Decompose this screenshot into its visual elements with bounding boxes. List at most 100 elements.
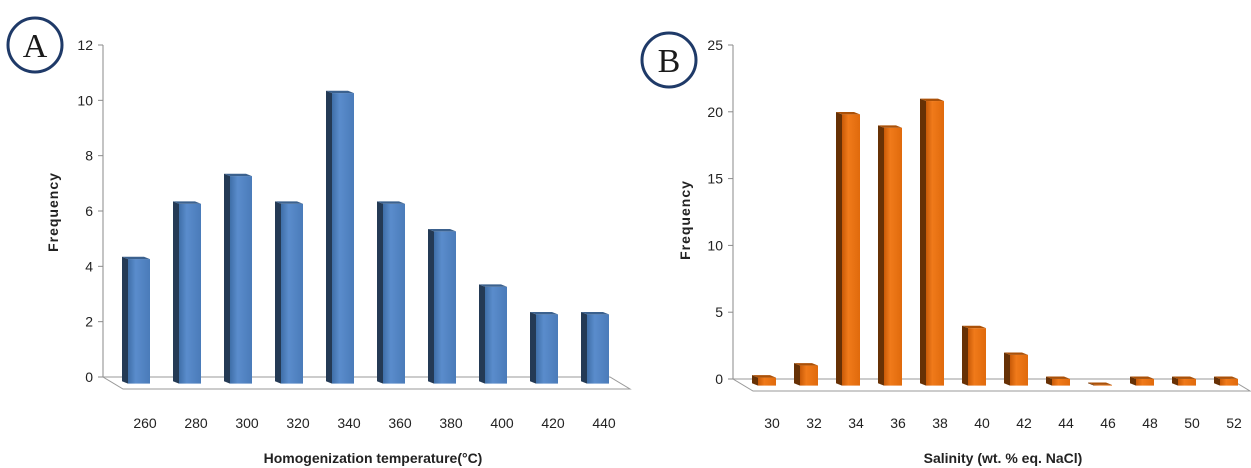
- panel-a-badge: A: [6, 16, 64, 74]
- y-tick-label: 0: [85, 369, 93, 385]
- bar-top: [794, 363, 818, 366]
- x-tick-label: 46: [1100, 415, 1116, 431]
- bar-side: [794, 363, 800, 386]
- bar-front: [842, 114, 860, 386]
- bar-side: [224, 173, 230, 384]
- x-tick-label: 42: [1016, 415, 1032, 431]
- x-tick-label: 360: [388, 415, 412, 431]
- bar-top: [1214, 376, 1238, 379]
- bar: [920, 98, 944, 386]
- bar: [224, 173, 252, 384]
- bar-top: [1004, 352, 1028, 355]
- x-tick-label: 280: [184, 415, 208, 431]
- x-tick-label: 48: [1142, 415, 1158, 431]
- x-tick-label: 38: [932, 415, 948, 431]
- y-tick-label: 2: [85, 314, 93, 330]
- bar-top: [122, 256, 150, 260]
- bar: [1130, 376, 1154, 386]
- bar-side: [836, 111, 842, 386]
- panel-a-chart: 0 2 4 6 8 10 12 260 280 300 320 340 360 380 400 420 440…: [6, 16, 632, 466]
- bar: [377, 201, 405, 384]
- bar-front: [1220, 378, 1238, 386]
- chart-a-bars: [122, 90, 609, 384]
- x-tick-label: 40: [974, 415, 990, 431]
- bar-front: [536, 314, 558, 384]
- bar-top: [1088, 382, 1112, 385]
- x-tick-label: 50: [1184, 415, 1200, 431]
- x-tick-label: 52: [1226, 415, 1242, 431]
- chart-a-y-axis: 0 2 4 6 8 10 12: [77, 37, 104, 385]
- x-tick-label: 260: [133, 415, 157, 431]
- x-tick-label: 340: [337, 415, 361, 431]
- bar-side: [122, 256, 128, 384]
- y-tick-label: 5: [715, 304, 723, 320]
- y-tick-label: 4: [85, 258, 93, 274]
- chart-b-bars: [752, 98, 1238, 386]
- y-tick-label: 10: [77, 92, 93, 108]
- bar-top: [428, 229, 456, 232]
- bar-front: [968, 328, 986, 386]
- bar-top: [1172, 376, 1196, 379]
- chart-b-y-axis: 0 5 10 15 20 25: [707, 37, 734, 387]
- bar-side: [173, 201, 179, 384]
- bar-front: [1094, 384, 1112, 386]
- bar: [878, 125, 902, 386]
- bar: [1004, 352, 1028, 386]
- bar-front: [1010, 354, 1028, 386]
- bar-side: [1046, 376, 1052, 386]
- x-tick-label: 440: [592, 415, 616, 431]
- bar-front: [434, 231, 456, 384]
- bar-side: [1004, 352, 1010, 386]
- bar-top: [173, 201, 201, 204]
- x-tick-label: 44: [1058, 415, 1074, 431]
- chart-b-y-axis-label: Frequency: [677, 180, 693, 260]
- bar-side: [1172, 376, 1178, 386]
- x-tick-label: 30: [764, 415, 780, 431]
- bar-side: [920, 98, 926, 386]
- x-tick-label: 380: [439, 415, 463, 431]
- y-tick-label: 12: [77, 37, 93, 53]
- bar-front: [128, 259, 150, 384]
- bar-side: [1214, 376, 1220, 386]
- bar-side: [1130, 376, 1136, 386]
- bar-front: [281, 203, 303, 384]
- bar-front: [1136, 378, 1154, 386]
- bar-top: [326, 90, 354, 94]
- bar-front: [485, 286, 507, 384]
- bar-top: [581, 312, 609, 315]
- bar-side: [962, 325, 968, 386]
- x-tick-label: 34: [848, 415, 864, 431]
- bar: [581, 312, 609, 384]
- bar-side: [377, 201, 383, 384]
- bar-top: [1130, 376, 1154, 379]
- bar-top: [920, 98, 944, 102]
- bar: [326, 90, 354, 384]
- bar-top: [836, 111, 860, 115]
- bar-side: [878, 125, 884, 386]
- bar: [173, 201, 201, 384]
- bar-top: [962, 325, 986, 329]
- chart-a-x-ticks: 260 280 300 320 340 360 380 400 420 440: [133, 415, 616, 431]
- chart-a-y-axis-label: Frequency: [45, 172, 61, 252]
- bar-top: [878, 125, 902, 128]
- bar: [479, 284, 507, 384]
- bar: [752, 375, 776, 386]
- x-tick-label: 300: [235, 415, 259, 431]
- bar: [1172, 376, 1196, 386]
- bar-front: [230, 176, 252, 384]
- bar-front: [587, 314, 609, 384]
- bar-top: [752, 375, 776, 378]
- bar-front: [1052, 378, 1070, 386]
- panel-b-letter: B: [658, 43, 681, 80]
- bar-side: [581, 312, 587, 384]
- y-tick-label: 15: [707, 171, 723, 187]
- bar-side: [530, 312, 536, 384]
- bar-top: [479, 284, 507, 287]
- bar: [275, 201, 303, 384]
- y-tick-label: 6: [85, 203, 93, 219]
- y-tick-label: 8: [85, 148, 93, 164]
- chart-a-x-axis-label: Homogenization temperature(°C): [264, 450, 483, 466]
- y-tick-label: 25: [707, 37, 723, 53]
- bar-front: [332, 93, 354, 384]
